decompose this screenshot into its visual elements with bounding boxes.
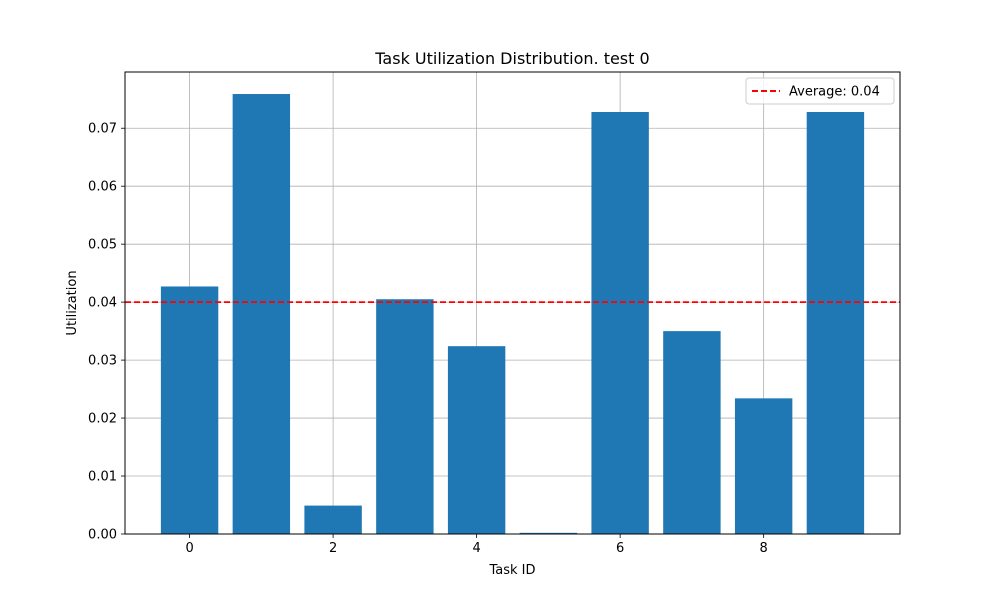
y-tick-label-6: 0.06 (88, 180, 117, 195)
x-tick-label-0: 0 (185, 541, 193, 556)
x-axis-ticks: 0 2 4 6 8 (185, 534, 768, 556)
legend: Average: 0.04 (745, 77, 895, 105)
plot-frame (124, 71, 901, 535)
chart-title: Task Utilization Distribution. test 0 (374, 49, 649, 68)
y-tick-label-2: 0.02 (88, 412, 117, 427)
bar-task-5 (519, 532, 578, 534)
bar-task-0 (160, 286, 219, 534)
x-tick-label-4: 8 (760, 541, 768, 556)
y-tick-label-0: 0.00 (88, 528, 117, 543)
y-axis-label: Utilization (65, 270, 80, 335)
bar-task-4 (447, 346, 506, 534)
bar-task-6 (591, 111, 649, 534)
y-tick-label-5: 0.05 (88, 238, 117, 253)
bars (160, 94, 865, 535)
x-tick-label-3: 6 (616, 541, 624, 556)
legend-box (745, 77, 895, 105)
bar-task-2 (304, 505, 362, 534)
y-tick-label-1: 0.01 (88, 470, 117, 485)
y-tick-label-7: 0.07 (88, 122, 117, 137)
x-tick-label-1: 2 (329, 541, 337, 556)
y-axis-ticks: 0.00 0.01 0.02 0.03 0.04 0.05 0.06 0.07 (88, 122, 125, 543)
y-tick-label-3: 0.03 (88, 354, 117, 369)
bar-task-3 (376, 299, 434, 534)
y-tick-label-4: 0.04 (88, 296, 117, 311)
bar-task-1 (232, 94, 291, 535)
bar-task-9 (806, 111, 865, 534)
bar-task-8 (734, 398, 793, 534)
x-axis-label: Task ID (488, 563, 535, 578)
bar-task-7 (663, 331, 721, 534)
x-tick-label-2: 4 (472, 541, 480, 556)
legend-label-average: Average: 0.04 (789, 85, 880, 100)
